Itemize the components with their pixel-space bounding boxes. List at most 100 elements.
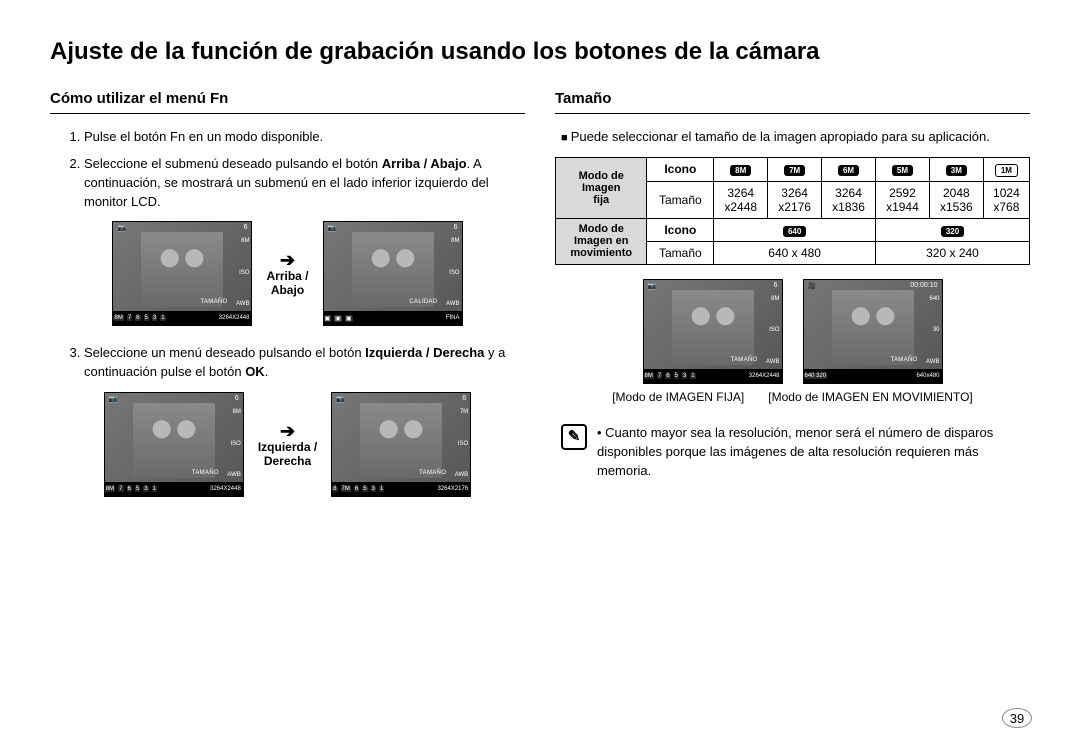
cell-size: 2592x1944 [875,181,929,218]
lcd-iso3: ISO [230,441,240,447]
example-lcd-row: 📷6 8MISOAWB TAMAÑO 8M765313264X2448 🎥00:… [555,279,1030,384]
arrow2-l2: Derecha [264,454,311,468]
arrow1-l1: Arriba / [266,269,308,283]
lcd-awb-icon2: AWB [446,301,459,307]
step-3-d: OK [245,364,265,379]
rowhead-still: Modo de Imagen fija [556,157,647,218]
lcd-row-1: 📷6 8MISOAWB TAMAÑO 8M765313264X2448 ➔ Ar… [50,221,525,326]
lcd-example-still: 📷6 8MISOAWB TAMAÑO 8M765313264X2448 [643,279,783,384]
step-2: Seleccione el submenú deseado pulsando e… [84,155,525,212]
movie-size-640: 640 x 480 [714,241,876,264]
sz-t4: 2048 [943,186,970,200]
lcd-res: 3264X2448 [219,315,250,321]
ex-res: 3264X2448 [749,373,780,379]
lcd-top-count2: 6 [454,224,458,232]
cell-size-label-2: Tamaño [647,241,714,264]
cell-size: 3264x1836 [822,181,876,218]
arrow-updown: ➔ Arriba / Abajo [266,251,308,297]
lcd-top-count4: 6 [462,395,466,403]
note-text: Cuanto mayor sea la resolución, menor se… [597,424,1024,481]
lcd-preview-quality: 📷6 8MISOAWB CALIDAD ▣▣▣FINA [323,221,463,326]
lcd-iso-icon: ISO [239,270,249,276]
rh-still-1: Modo de [579,170,624,182]
rh-mov-2: Imagen en [574,235,628,247]
arrow-right-icon-2: ➔ [258,422,317,440]
icon-640: 640 [783,226,806,237]
ex-mov-res: 640x480 [916,373,939,379]
lcd-awb4: AWB [455,472,468,478]
lcd-top-count3: 6 [235,395,239,403]
page-number-value: 39 [1002,708,1032,728]
lcd-awb3: AWB [227,472,240,478]
lcd-res4: 3264X2176 [437,486,468,492]
icon-5m: 5M [892,165,913,176]
sz-b2: x1836 [832,200,865,214]
sz-b1: x2176 [778,200,811,214]
icon-6m: 6M [838,165,859,176]
ex-mov-side: 640 320 [804,373,828,379]
lcd-tag3: TAMAÑO [192,470,219,476]
lcd-preview-size-before: 📷6 8MISOAWB TAMAÑO 8M765313264X2448 [112,221,252,326]
right-intro: Puede seleccionar el tamaño de la imagen… [561,128,1030,147]
note-icon: ✎ [561,424,587,450]
ex-top: 6 [774,282,778,290]
right-heading: Tamaño [555,90,1030,114]
rh-mov-1: Modo de [579,223,624,235]
size-table: Modo de Imagen fija Icono 8M 7M 6M 5M 3M… [555,157,1030,265]
columns: Cómo utilizar el menú Fn Pulse el botón … [50,90,1030,515]
step-3: Seleccione un menú deseado pulsando el b… [84,344,525,382]
icon-320: 320 [941,226,964,237]
right-column: Tamaño Puede seleccionar el tamaño de la… [555,90,1030,515]
lcd-iso-icon2: ISO [449,270,459,276]
caption-movie: [Modo de IMAGEN EN MOVIMIENTO] [768,390,973,404]
rh-mov-3: movimiento [570,247,632,259]
step-list-2: Seleccione un menú deseado pulsando el b… [50,344,525,382]
ex-mov-awb: AWB [926,359,939,365]
note-box: ✎ Cuanto mayor sea la resolución, menor … [555,424,1030,481]
step-1: Pulse el botón Fn en un modo disponible. [84,128,525,147]
sz-t3: 2592 [889,186,916,200]
lcd-top-count: 6 [244,224,248,232]
lcd-preview-lr-before: 📷6 8MISOAWB TAMAÑO 8M765313264X2448 [104,392,244,497]
ex-mov-tag: TAMAÑO [890,357,917,363]
lcd-iso4: ISO [458,441,468,447]
table-row: Modo de Imagen en movimiento Icono 640 3… [556,218,1030,241]
icon-1m: 1M [995,164,1018,177]
icon-3m: 3M [946,165,967,176]
arrow-leftright: ➔ Izquierda / Derecha [258,422,317,468]
page-number: 39 [1002,708,1032,728]
left-column: Cómo utilizar el menú Fn Pulse el botón … [50,90,525,515]
note-list: Cuanto mayor sea la resolución, menor se… [597,424,1024,481]
lcd-res3: 3264X2448 [210,486,241,492]
arrow2-l1: Izquierda / [258,440,317,454]
cell-size: 3264x2448 [714,181,768,218]
sz-b0: x2448 [724,200,757,214]
example-captions: [Modo de IMAGEN FIJA] [Modo de IMAGEN EN… [555,390,1030,404]
cell-size-label: Tamaño [647,181,714,218]
lcd-preview-lr-after: 📷6 7MISOAWB TAMAÑO 87M65313264X2176 [331,392,471,497]
movie-size-320: 320 x 240 [875,241,1029,264]
icon-7m: 7M [784,165,805,176]
lcd-example-movie: 🎥00:00:10 64030AWB TAMAÑO 640 320640x480 [803,279,943,384]
arrow-right-icon: ➔ [266,251,308,269]
lcd-row-2: 📷6 8MISOAWB TAMAÑO 8M765313264X2448 ➔ Iz… [50,392,525,497]
cell-icon-label: Icono [647,157,714,181]
sz-t2: 3264 [835,186,862,200]
lcd-tag-size: TAMAÑO [200,299,227,305]
sz-b5: x768 [993,200,1019,214]
sz-t0: 3264 [727,186,754,200]
sz-t1: 3264 [781,186,808,200]
left-heading: Cómo utilizar el menú Fn [50,90,525,114]
cell-size: 1024x768 [983,181,1029,218]
ex-mov-time: 00:00:10 [910,282,937,290]
rowhead-movie: Modo de Imagen en movimiento [556,218,647,264]
step-2-bold: Arriba / Abajo [382,156,467,171]
lcd-tag4: TAMAÑO [419,470,446,476]
step-list: Pulse el botón Fn en un modo disponible.… [50,128,525,211]
sz-t5: 1024 [993,186,1020,200]
lcd-awb-icon: AWB [236,301,249,307]
sz-b4: x1536 [940,200,973,214]
rh-still-3: fija [593,194,609,206]
caption-still: [Modo de IMAGEN FIJA] [612,390,744,404]
ex-iso: ISO [769,327,779,333]
